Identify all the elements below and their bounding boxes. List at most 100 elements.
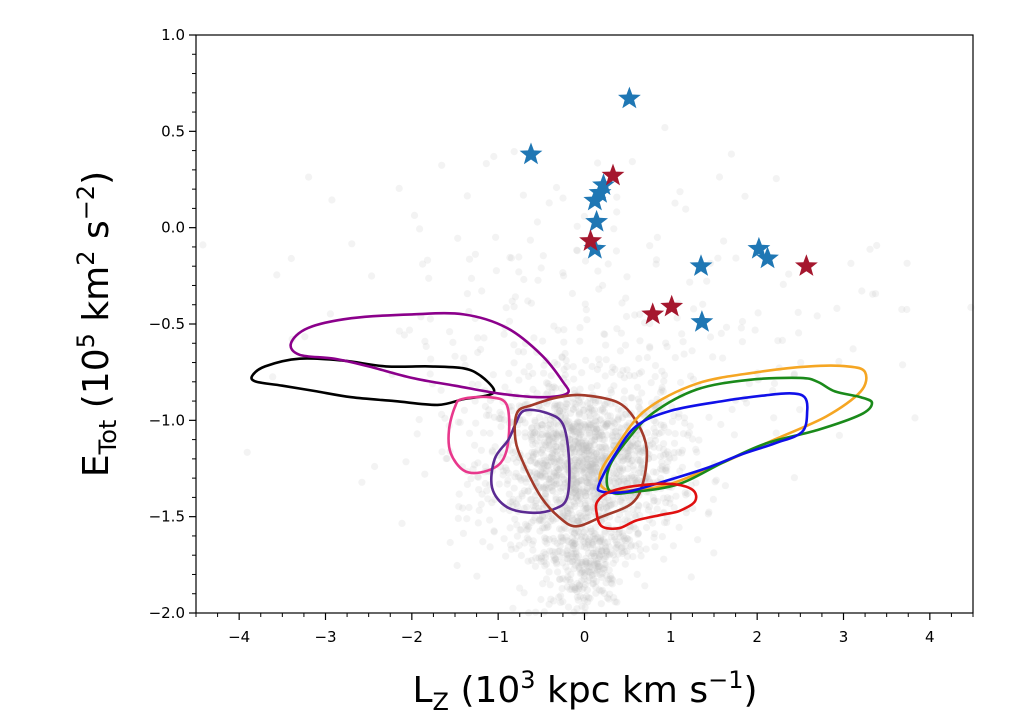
background-point — [625, 440, 633, 449]
background-point — [588, 483, 597, 491]
background-point — [621, 410, 630, 418]
background-point — [647, 379, 655, 387]
background-point — [552, 438, 560, 446]
background-point — [663, 518, 671, 527]
background-point — [609, 496, 617, 504]
background-point — [594, 555, 603, 563]
background-point — [532, 450, 540, 458]
background-point — [410, 211, 419, 219]
background-point — [629, 462, 637, 470]
background-point — [402, 458, 410, 466]
background-point — [570, 460, 578, 468]
background-point — [486, 543, 494, 551]
background-point — [621, 494, 630, 502]
background-point — [688, 435, 697, 443]
background-point — [557, 592, 565, 600]
background-point — [617, 477, 625, 485]
background-point — [505, 490, 513, 498]
background-point — [608, 432, 616, 440]
background-point — [552, 183, 561, 192]
background-point — [692, 445, 700, 453]
background-point — [559, 445, 568, 453]
background-point — [547, 372, 555, 380]
background-point — [595, 355, 603, 363]
background-point — [635, 403, 643, 411]
background-point — [624, 479, 632, 487]
background-point — [650, 533, 658, 542]
background-point — [500, 330, 508, 338]
background-point — [524, 452, 532, 460]
background-point — [532, 554, 540, 562]
background-point — [601, 529, 609, 537]
background-point — [580, 505, 588, 513]
background-point — [540, 548, 548, 557]
background-point — [689, 504, 697, 513]
background-point — [662, 450, 670, 458]
background-point — [553, 473, 561, 481]
background-point — [779, 280, 787, 288]
background-point — [571, 456, 580, 464]
background-point — [616, 371, 625, 379]
background-point — [602, 552, 610, 561]
background-point — [541, 458, 550, 466]
background-point — [592, 422, 600, 430]
background-point — [645, 503, 653, 511]
background-point — [635, 469, 643, 477]
background-point — [582, 592, 591, 601]
background-point — [552, 429, 560, 437]
background-point — [560, 524, 568, 532]
background-point — [658, 462, 666, 470]
background-point — [619, 464, 627, 472]
background-point — [661, 124, 669, 132]
background-point — [651, 373, 659, 381]
background-point — [634, 440, 642, 448]
background-point — [732, 254, 740, 262]
background-point — [575, 433, 583, 441]
background-point — [589, 580, 597, 588]
background-point — [572, 494, 581, 502]
background-point — [570, 375, 578, 383]
background-point — [680, 414, 689, 422]
background-point — [580, 532, 588, 541]
background-point — [482, 463, 490, 471]
background-point — [583, 466, 591, 475]
background-point — [675, 410, 683, 418]
background-point — [509, 495, 517, 503]
background-point — [575, 581, 583, 590]
background-point — [537, 467, 545, 475]
background-point — [554, 568, 562, 576]
background-point — [587, 423, 595, 432]
background-point — [578, 369, 586, 377]
background-point — [621, 516, 629, 524]
background-point — [548, 433, 556, 441]
background-point — [451, 352, 459, 360]
background-point — [637, 368, 646, 376]
background-point — [598, 547, 606, 555]
background-point — [615, 413, 623, 421]
background-point — [604, 575, 613, 584]
background-point — [564, 420, 572, 428]
background-point — [586, 421, 594, 429]
background-point — [587, 478, 595, 486]
background-point — [395, 184, 403, 192]
background-point — [523, 534, 531, 542]
background-point — [529, 502, 537, 510]
background-point — [568, 486, 576, 494]
background-point — [575, 422, 583, 430]
background-point — [605, 543, 613, 551]
background-point — [613, 540, 621, 548]
background-point — [542, 430, 551, 438]
background-point — [651, 432, 659, 440]
background-point — [557, 443, 565, 451]
background-point — [546, 484, 554, 492]
background-point — [591, 435, 599, 443]
background-point — [533, 389, 541, 397]
background-point — [563, 554, 571, 562]
background-point — [511, 515, 519, 523]
background-point — [538, 468, 547, 476]
background-point — [585, 447, 593, 455]
background-point — [585, 538, 593, 546]
background-point — [712, 476, 720, 484]
background-point — [690, 305, 698, 313]
background-point — [572, 553, 580, 561]
